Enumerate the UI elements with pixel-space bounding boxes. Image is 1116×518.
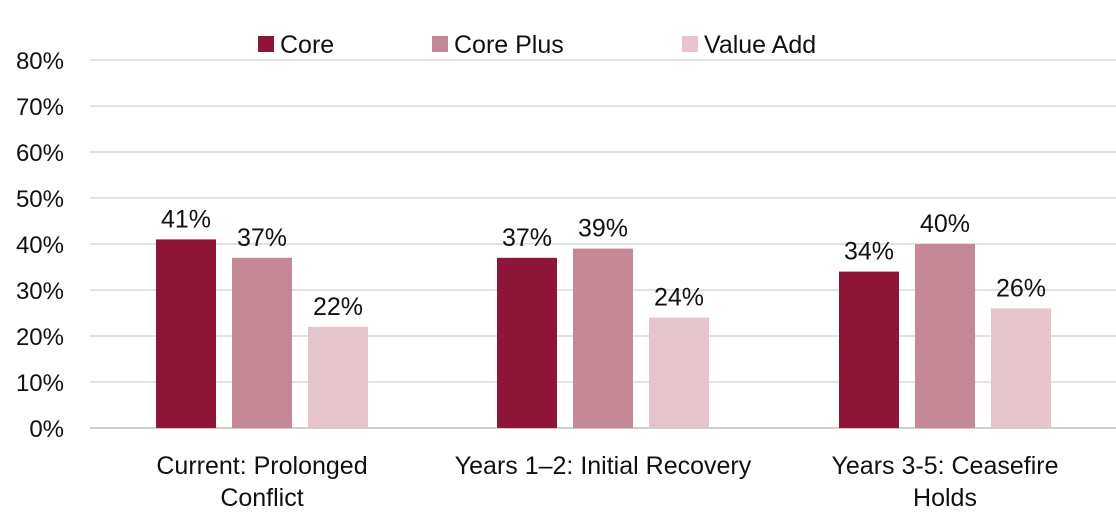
x-category-label-line: Years 3-5: Ceasefire [832, 452, 1059, 480]
bars [156, 239, 1051, 428]
bar-core-1 [497, 257, 557, 428]
data-label: 37% [502, 224, 552, 252]
y-tick-label: 20% [16, 324, 64, 351]
data-label: 41% [161, 205, 211, 233]
x-axis-categories: Current: Prolonged Conflict Years 1–2: Ini… [156, 452, 1058, 512]
bar-value-add-2 [991, 308, 1051, 428]
x-category-label: Years 1–2: Initial Recovery [455, 452, 752, 480]
legend-label: Core [280, 31, 334, 59]
y-tick-label: 0% [29, 416, 64, 443]
data-label: 26% [996, 274, 1046, 302]
y-tick-label: 70% [16, 94, 64, 121]
x-category-label-line: Holds [913, 484, 977, 512]
x-category-label-line: Years 1–2: Initial Recovery [455, 452, 752, 480]
legend-swatch [682, 36, 698, 52]
legend: Core Core Plus Value Add [258, 31, 816, 59]
x-category-label: Years 3-5: Ceasefire Holds [832, 452, 1059, 512]
legend-label: Core Plus [454, 31, 564, 59]
data-label: 37% [237, 224, 287, 252]
bar-core-plus-2 [915, 244, 975, 428]
x-category-label-line: Conflict [220, 484, 303, 512]
y-tick-label: 30% [16, 278, 64, 305]
bar-core-0 [156, 239, 216, 428]
data-label: 40% [920, 210, 970, 238]
data-label: 34% [844, 238, 894, 266]
bar-core-plus-0 [232, 257, 292, 428]
data-label: 39% [578, 215, 628, 243]
x-category-label: Current: Prolonged Conflict [156, 452, 367, 512]
y-axis-ticks: 0% 10% 20% 30% 40% 50% 60% 70% 80% [16, 48, 64, 443]
legend-swatch [258, 36, 274, 52]
x-category-label-line: Current: Prolonged [156, 452, 367, 480]
bar-value-add-1 [649, 317, 709, 428]
legend-label: Value Add [704, 31, 816, 59]
legend-swatch [432, 36, 448, 52]
data-labels: 41% 37% 22% 37% 39% 24% 34% 40% 26% [161, 205, 1046, 320]
y-tick-label: 10% [16, 370, 64, 397]
data-label: 22% [313, 293, 363, 321]
bar-value-add-0 [308, 326, 368, 428]
bar-core-2 [839, 271, 899, 428]
y-tick-label: 50% [16, 186, 64, 213]
data-label: 24% [654, 284, 704, 312]
y-tick-label: 40% [16, 232, 64, 259]
y-tick-label: 80% [16, 48, 64, 75]
bar-core-plus-1 [573, 248, 633, 428]
y-tick-label: 60% [16, 140, 64, 167]
